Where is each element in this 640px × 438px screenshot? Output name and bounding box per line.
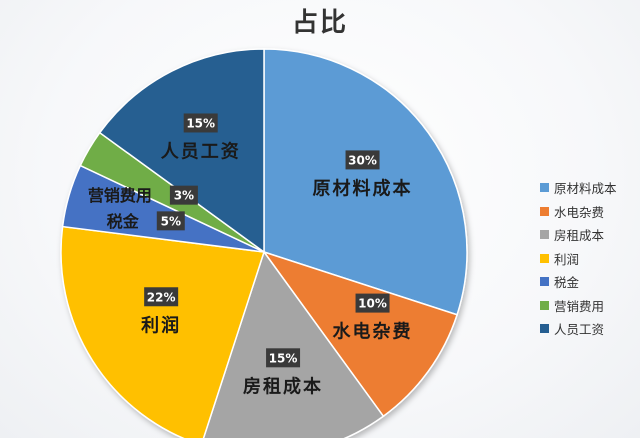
percent-label: 15%: [186, 116, 215, 130]
slice-label-2: 水电杂费 10%: [333, 293, 413, 343]
slice-label-5: 税金 5%: [107, 211, 185, 231]
legend-swatch: [540, 230, 549, 240]
slice-name-label: 原材料成本: [313, 177, 413, 199]
legend-label: 税金: [554, 275, 580, 291]
legend-swatch: [540, 183, 549, 193]
pie-slice-1: [263, 48, 468, 316]
legend-swatch: [540, 324, 549, 334]
legend-item: 房租成本: [540, 223, 638, 247]
slice-name-label: 人员工资: [161, 140, 241, 162]
slice-name-label: 房租成本: [243, 375, 323, 397]
legend-swatch: [540, 206, 549, 216]
percent-label: 5%: [161, 214, 181, 228]
legend-item: 人员工资: [540, 317, 638, 341]
percent-badge: [345, 150, 380, 170]
slice-label-7: 人员工资 15%: [161, 113, 241, 162]
percent-label: 3%: [174, 189, 194, 203]
legend-swatch: [540, 300, 549, 310]
percent-label: 22%: [147, 290, 176, 304]
legend-label: 房租成本: [554, 228, 605, 244]
pie-slice-3: [202, 250, 385, 438]
slice-label-1: 原材料成本 30%: [313, 150, 413, 199]
legend-swatch: [540, 253, 549, 263]
percent-badge: [169, 185, 198, 205]
percent-label: 15%: [269, 351, 298, 365]
legend-swatch: [540, 277, 549, 287]
slice-name-label: 水电杂费: [333, 321, 413, 343]
slice-label-4: 利润 22%: [141, 287, 181, 336]
chart-title: 占比: [291, 8, 348, 38]
slice-name-label: 税金: [107, 212, 140, 231]
pie-slice-2: [262, 250, 459, 418]
percent-badge: [183, 113, 218, 133]
legend-item: 税金: [540, 270, 638, 294]
legend-item: 营销费用: [540, 294, 638, 318]
percent-badge: [355, 293, 390, 313]
percent-label: 10%: [358, 297, 387, 311]
legend-label: 水电杂费: [554, 204, 605, 220]
legend-label: 营销费用: [554, 298, 605, 314]
slice-name-label: 营销费用: [88, 186, 152, 205]
percent-badge: [156, 211, 185, 231]
slice-label-3: 房租成本 15%: [243, 348, 323, 397]
pie-slice-4: [60, 225, 265, 438]
slice-name-label: 利润: [141, 314, 181, 336]
legend-label: 利润: [554, 251, 580, 267]
legend: 原材料成本水电杂费房租成本利润税金营销费用人员工资: [540, 176, 638, 341]
legend-label: 人员工资: [554, 322, 605, 338]
percent-badge: [266, 348, 301, 368]
percent-badge: [144, 287, 179, 307]
pie-slice-7: [98, 48, 265, 254]
legend-item: 原材料成本: [540, 176, 638, 200]
legend-label: 原材料成本: [554, 181, 617, 197]
slice-label-6: 营销费用 3%: [88, 185, 198, 205]
legend-item: 利润: [540, 247, 638, 271]
legend-item: 水电杂费: [540, 200, 638, 224]
percent-label: 30%: [348, 153, 377, 167]
